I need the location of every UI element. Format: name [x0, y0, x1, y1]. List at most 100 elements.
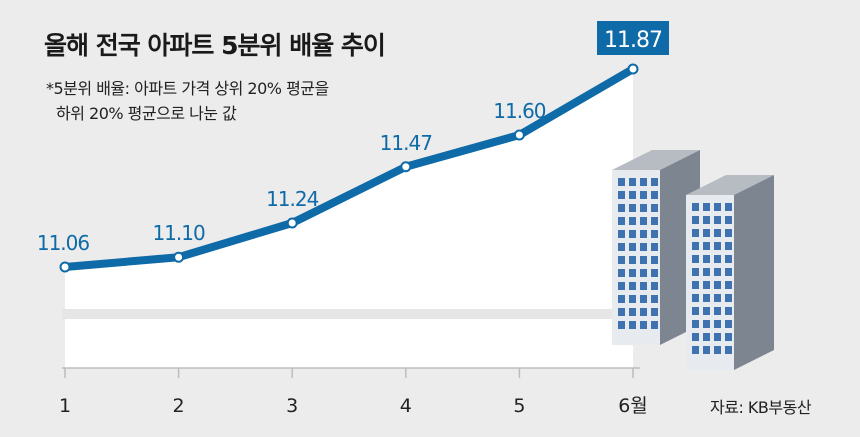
data-label: 11.47 — [380, 131, 433, 155]
x-tick-label: 1 — [59, 395, 71, 417]
data-point — [59, 261, 71, 273]
source-credit: 자료: KB부동산 — [710, 398, 812, 417]
window — [629, 217, 636, 225]
window — [725, 281, 732, 289]
window — [703, 307, 710, 315]
window — [714, 203, 721, 211]
window — [618, 217, 625, 225]
window — [629, 243, 636, 251]
x-tick-label: 2 — [173, 395, 185, 417]
window — [640, 178, 647, 186]
definition-note: *5분위 배율: 아파트 가격 상위 20% 평균을 하위 20% 평균으로 나… — [46, 76, 329, 126]
window — [725, 203, 732, 211]
data-label: 11.06 — [37, 231, 90, 255]
window — [703, 216, 710, 224]
building-front — [686, 175, 774, 370]
window — [714, 281, 721, 289]
window — [618, 256, 625, 264]
window — [692, 203, 699, 211]
window — [692, 281, 699, 289]
window — [714, 242, 721, 250]
window — [618, 308, 625, 316]
window — [703, 255, 710, 263]
window — [651, 230, 658, 238]
window — [703, 320, 710, 328]
window — [692, 307, 699, 315]
window — [725, 346, 732, 354]
window — [692, 294, 699, 302]
building-illustration — [612, 150, 774, 370]
data-label: 11.10 — [152, 221, 205, 245]
window — [618, 204, 625, 212]
window — [714, 268, 721, 276]
window — [725, 268, 732, 276]
window — [725, 255, 732, 263]
data-point — [400, 161, 412, 173]
window — [640, 282, 647, 290]
window — [618, 178, 625, 186]
chart-title: 올해 전국 아파트 5분위 배율 추이 — [44, 31, 386, 60]
window — [618, 269, 625, 277]
window — [651, 178, 658, 186]
window — [703, 346, 710, 354]
data-point — [513, 129, 525, 141]
window — [640, 230, 647, 238]
window — [714, 216, 721, 224]
window — [629, 308, 636, 316]
window — [714, 346, 721, 354]
window — [629, 191, 636, 199]
data-point — [173, 251, 185, 263]
window — [692, 268, 699, 276]
window — [725, 216, 732, 224]
window — [640, 256, 647, 264]
window — [714, 255, 721, 263]
window — [714, 294, 721, 302]
window — [651, 282, 658, 290]
window — [629, 269, 636, 277]
window — [714, 229, 721, 237]
window — [725, 294, 732, 302]
window — [651, 191, 658, 199]
window — [640, 269, 647, 277]
window — [651, 295, 658, 303]
window — [703, 281, 710, 289]
window — [618, 321, 625, 329]
window — [714, 320, 721, 328]
window — [692, 255, 699, 263]
window — [640, 295, 647, 303]
note-line-2: 하위 20% 평균으로 나눈 값 — [56, 104, 237, 123]
window — [725, 229, 732, 237]
roof — [612, 150, 700, 170]
x-tick-label: 5 — [513, 395, 525, 417]
window — [640, 217, 647, 225]
window — [692, 320, 699, 328]
window — [629, 256, 636, 264]
window — [640, 243, 647, 251]
window — [618, 282, 625, 290]
window — [629, 230, 636, 238]
window — [629, 282, 636, 290]
window — [703, 294, 710, 302]
note-line-1: *5분위 배율: 아파트 가격 상위 20% 평균을 — [46, 79, 329, 98]
window — [640, 321, 647, 329]
window — [651, 204, 658, 212]
window — [725, 242, 732, 250]
separator-band — [62, 309, 622, 319]
window — [703, 229, 710, 237]
data-point — [627, 63, 639, 75]
x-tick-label: 4 — [400, 395, 412, 417]
series-line — [61, 65, 637, 271]
side-face — [734, 175, 774, 370]
window — [725, 307, 732, 315]
window — [629, 321, 636, 329]
data-label: 11.24 — [266, 187, 319, 211]
window — [703, 242, 710, 250]
window — [692, 333, 699, 341]
window — [640, 204, 647, 212]
data-point — [286, 217, 298, 229]
data-label: 11.60 — [493, 99, 546, 123]
window — [714, 333, 721, 341]
window — [629, 178, 636, 186]
x-tick-label: 3 — [286, 395, 298, 417]
window — [703, 203, 710, 211]
